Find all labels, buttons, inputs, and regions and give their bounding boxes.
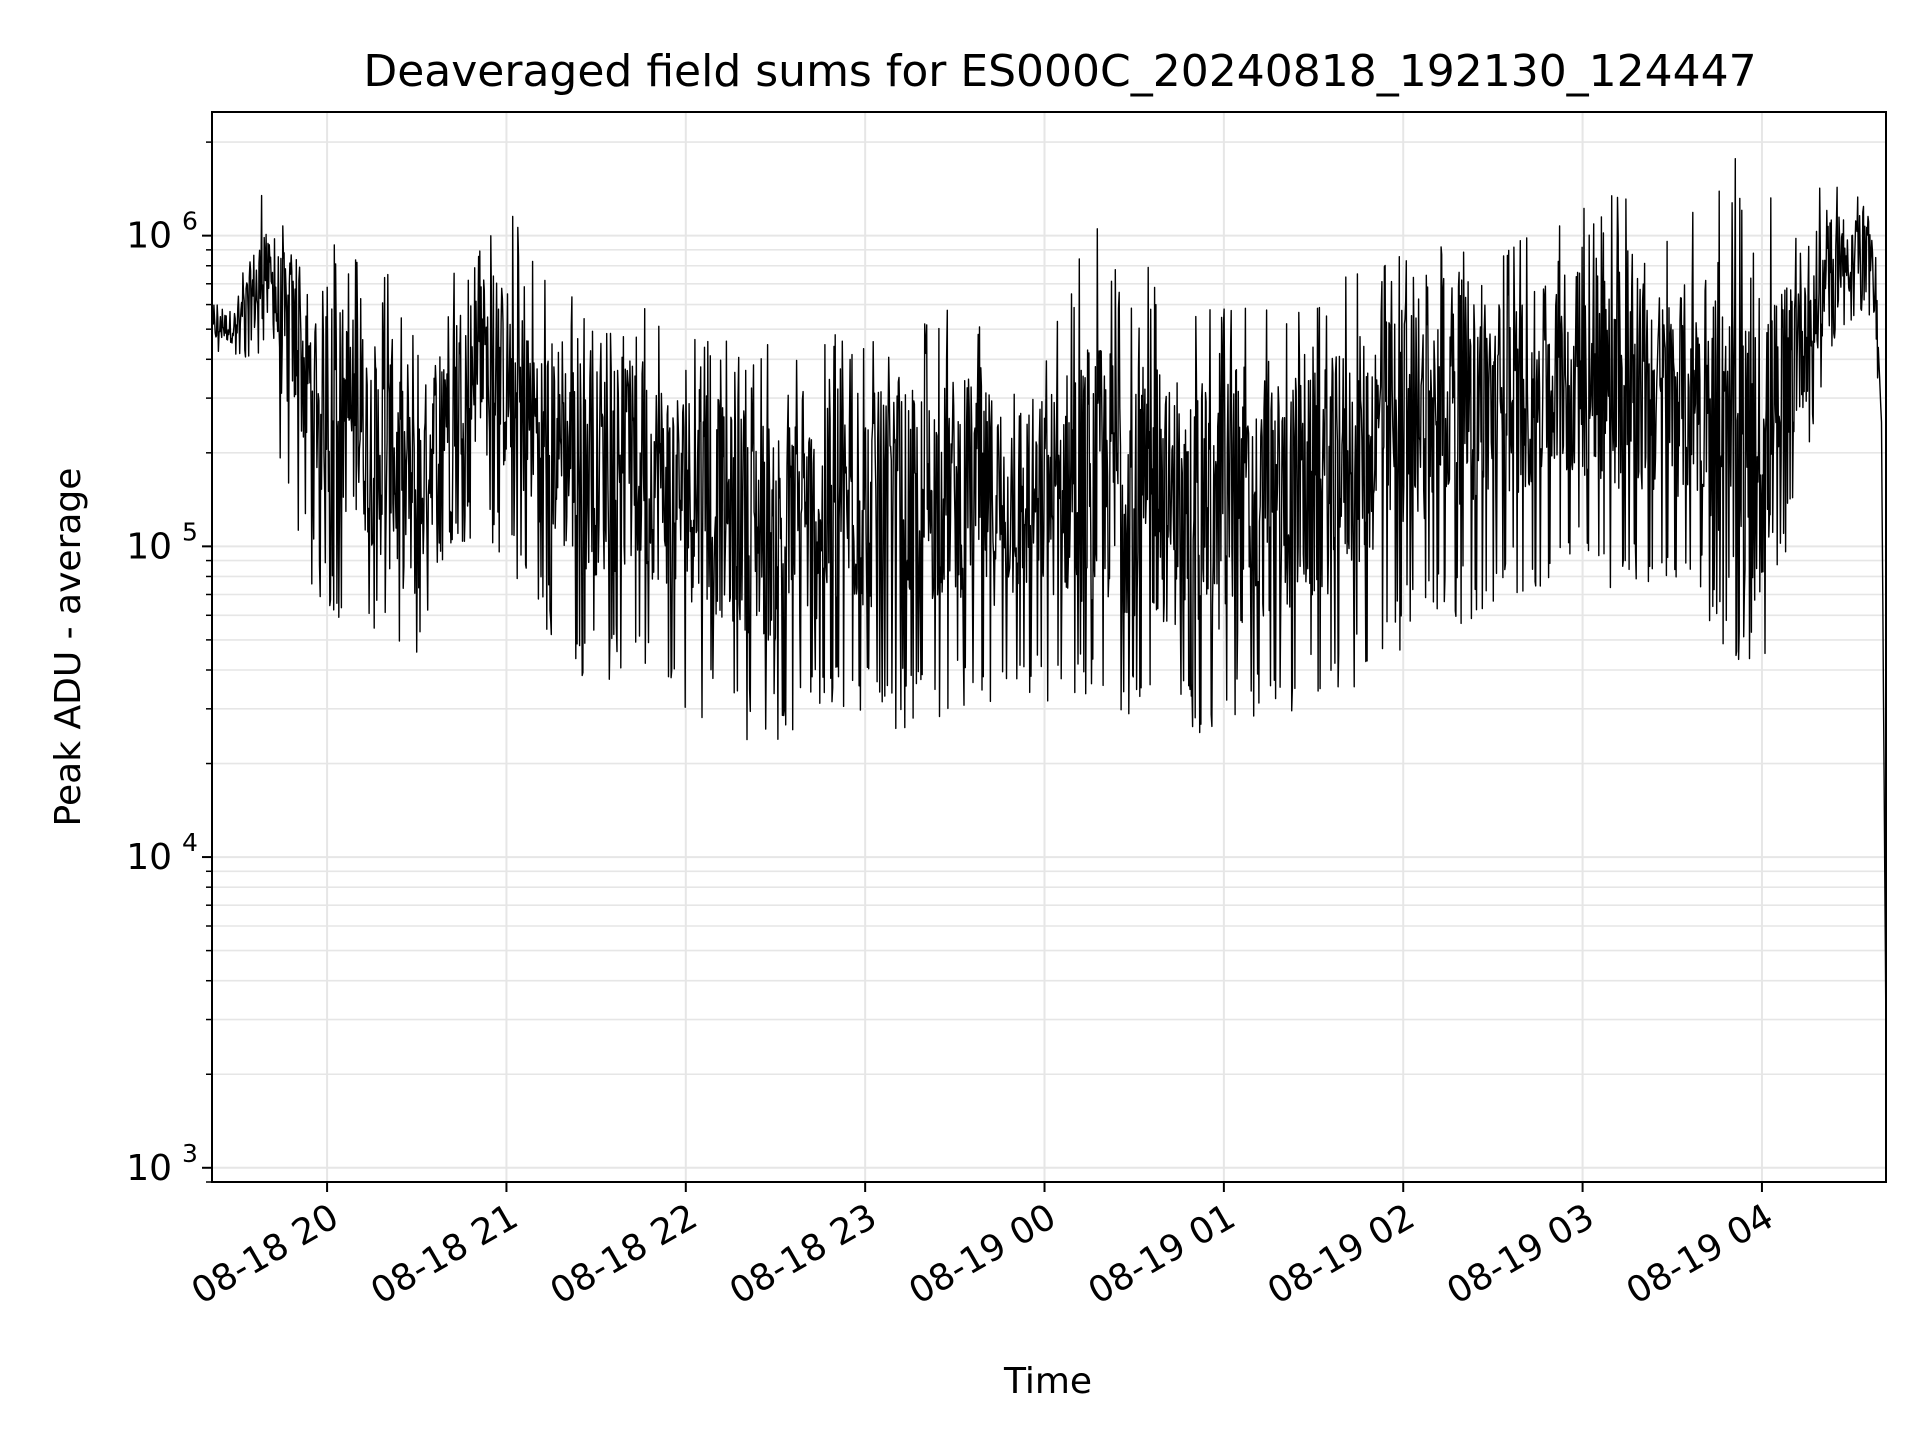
axes-frame xyxy=(211,111,1887,1183)
y-axis-label: Peak ADU - average xyxy=(48,468,89,827)
plot-area xyxy=(211,158,1887,1045)
grid xyxy=(212,112,1886,1183)
chart-title: Deaveraged field sums for ES000C_2024081… xyxy=(363,46,1756,97)
y-tick-label: 10 xyxy=(126,837,172,878)
y-tick-exponent: 4 xyxy=(182,828,198,857)
y-axis: 10 3 10 4 10 5 10 6 xyxy=(126,141,212,1189)
series-line xyxy=(211,158,1887,1045)
y-tick-exponent: 3 xyxy=(182,1139,198,1168)
y-tick-label: 10 xyxy=(126,216,172,257)
y-tick-label: 10 xyxy=(126,1148,172,1189)
y-tick-label: 10 xyxy=(126,526,172,567)
x-axis-label: Time xyxy=(1003,1361,1092,1402)
y-tick-exponent: 6 xyxy=(182,207,198,236)
y-tick-exponent: 5 xyxy=(182,517,198,546)
